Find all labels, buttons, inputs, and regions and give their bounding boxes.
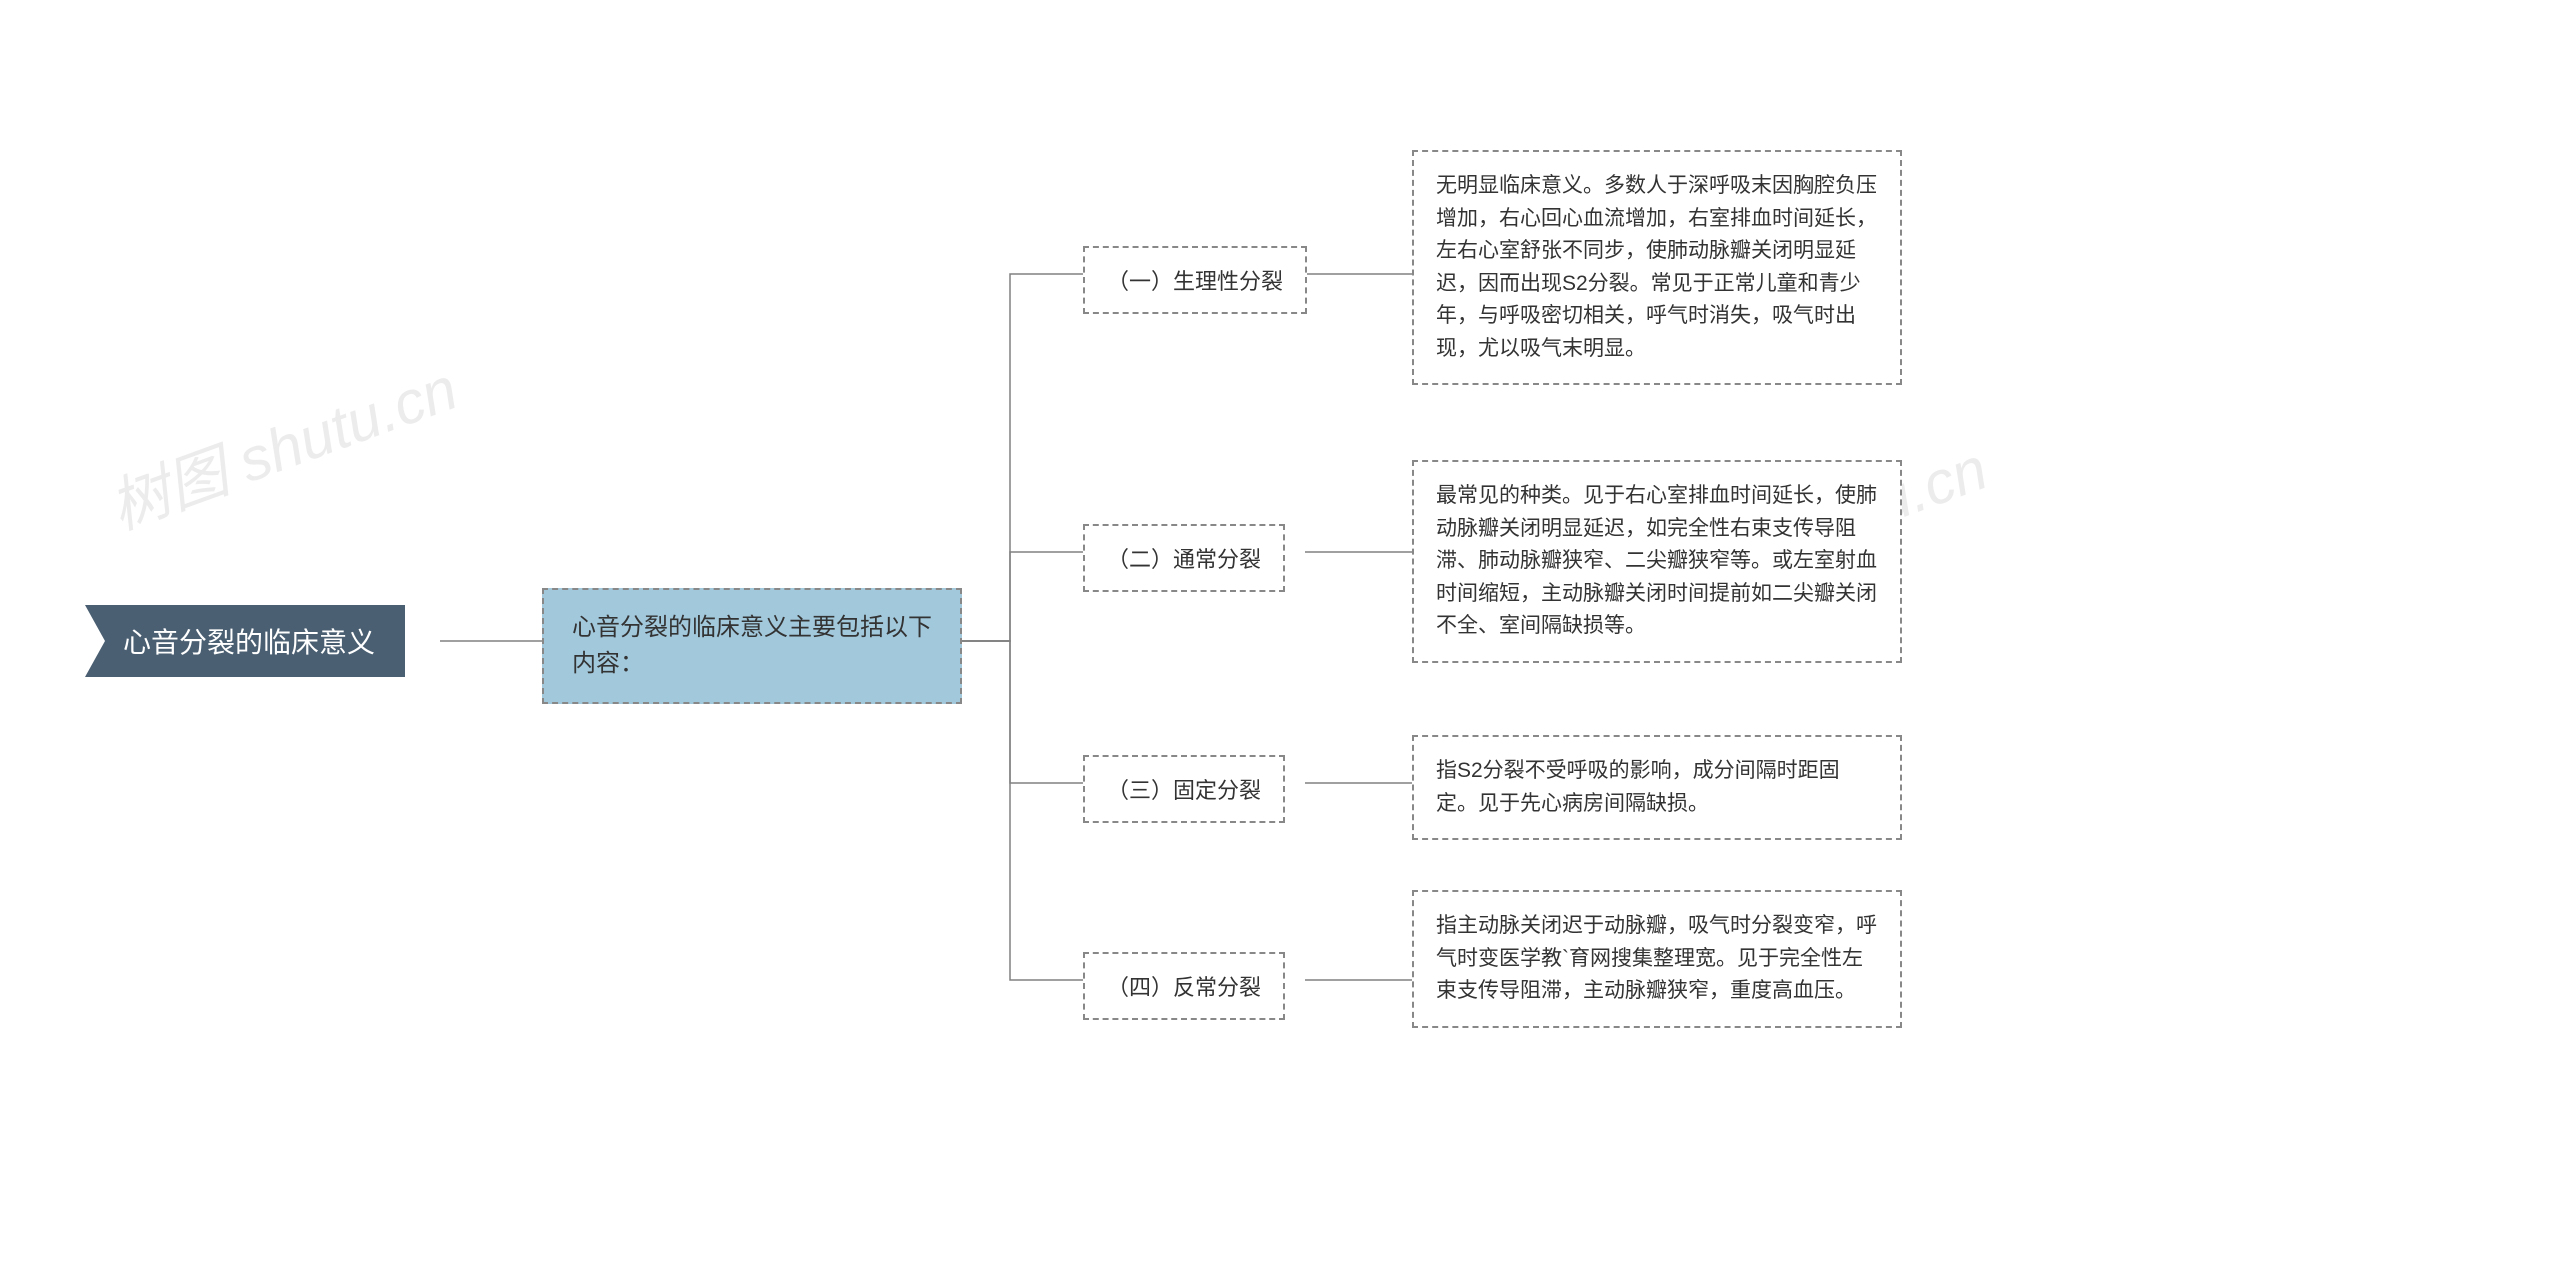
detail-node-4[interactable]: 指主动脉关闭迟于动脉瓣，吸气时分裂变窄，呼气时变医学教`育网搜集整理宽。见于完全… [1412,890,1902,1028]
detail-node-3[interactable]: 指S2分裂不受呼吸的影响，成分间隔时距固定。见于先心病房间隔缺损。 [1412,735,1902,840]
branch-node-3[interactable]: （三）固定分裂 [1083,755,1285,823]
branch-label-3: （三）固定分裂 [1107,778,1261,803]
branch-label-1: （一）生理性分裂 [1107,269,1283,294]
detail-text-1: 无明显临床意义。多数人于深呼吸末因胸腔负压增加，右心回心血流增加，右室排血时间延… [1436,174,1877,360]
branch-label-2: （二）通常分裂 [1107,547,1261,572]
root-label: 心音分裂的临床意义 [123,621,375,661]
root-node[interactable]: 心音分裂的临床意义 [85,605,405,677]
detail-text-4: 指主动脉关闭迟于动脉瓣，吸气时分裂变窄，呼气时变医学教`育网搜集整理宽。见于完全… [1436,914,1877,1002]
level1-node[interactable]: 心音分裂的临床意义主要包括以下内容： [542,588,962,704]
mindmap-container: 心音分裂的临床意义 心音分裂的临床意义主要包括以下内容： （一）生理性分裂 无明… [0,0,2560,1267]
detail-node-1[interactable]: 无明显临床意义。多数人于深呼吸末因胸腔负压增加，右心回心血流增加，右室排血时间延… [1412,150,1902,385]
detail-text-3: 指S2分裂不受呼吸的影响，成分间隔时距固定。见于先心病房间隔缺损。 [1436,759,1840,815]
level1-label: 心音分裂的临床意义主要包括以下内容： [572,614,932,677]
detail-node-2[interactable]: 最常见的种类。见于右心室排血时间延长，使肺动脉瓣关闭明显延迟，如完全性右束支传导… [1412,460,1902,663]
branch-node-1[interactable]: （一）生理性分裂 [1083,246,1307,314]
branch-label-4: （四）反常分裂 [1107,975,1261,1000]
detail-text-2: 最常见的种类。见于右心室排血时间延长，使肺动脉瓣关闭明显延迟，如完全性右束支传导… [1436,484,1877,637]
branch-node-4[interactable]: （四）反常分裂 [1083,952,1285,1020]
branch-node-2[interactable]: （二）通常分裂 [1083,524,1285,592]
